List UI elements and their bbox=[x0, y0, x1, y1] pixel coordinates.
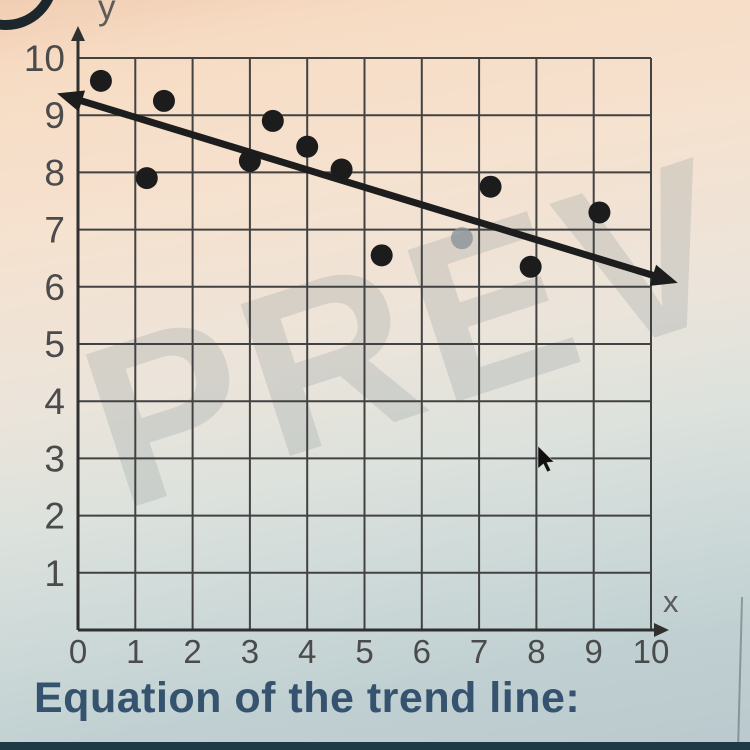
caption-equation-of-trend-line: Equation of the trend line: bbox=[34, 674, 581, 722]
svg-text:9: 9 bbox=[44, 95, 65, 136]
axis-letters: yx bbox=[98, 0, 679, 619]
svg-text:x: x bbox=[663, 584, 679, 619]
data-point bbox=[89, 69, 112, 92]
svg-text:1: 1 bbox=[126, 633, 144, 670]
svg-text:6: 6 bbox=[413, 633, 431, 670]
svg-text:8: 8 bbox=[527, 633, 545, 670]
svg-text:3: 3 bbox=[241, 633, 259, 670]
svg-text:7: 7 bbox=[470, 633, 488, 670]
svg-text:2: 2 bbox=[183, 633, 201, 670]
mouse-cursor-icon bbox=[537, 445, 555, 473]
axes bbox=[71, 26, 669, 637]
data-point bbox=[588, 201, 611, 224]
bottom-screen-bar bbox=[0, 742, 750, 750]
svg-text:10: 10 bbox=[24, 38, 65, 79]
data-point bbox=[519, 255, 542, 278]
data-point bbox=[330, 158, 353, 181]
svg-text:3: 3 bbox=[44, 438, 65, 479]
data-point bbox=[261, 109, 284, 132]
svg-text:8: 8 bbox=[44, 152, 65, 193]
svg-text:2: 2 bbox=[44, 496, 65, 537]
svg-text:5: 5 bbox=[44, 324, 65, 365]
svg-text:5: 5 bbox=[355, 633, 373, 670]
grid-lines bbox=[78, 57, 652, 630]
data-point bbox=[370, 244, 393, 267]
data-point bbox=[135, 167, 158, 190]
svg-text:9: 9 bbox=[585, 633, 603, 670]
data-point bbox=[450, 227, 473, 250]
data-point bbox=[479, 175, 502, 198]
svg-text:y: y bbox=[98, 0, 116, 27]
data-point bbox=[296, 135, 319, 158]
svg-text:0: 0 bbox=[69, 633, 87, 670]
svg-text:4: 4 bbox=[44, 381, 65, 422]
svg-text:7: 7 bbox=[44, 210, 65, 251]
data-point bbox=[152, 89, 175, 112]
data-point bbox=[238, 149, 261, 172]
trend-line bbox=[56, 90, 678, 286]
svg-text:1: 1 bbox=[44, 553, 65, 594]
data-points bbox=[89, 69, 611, 278]
svg-text:4: 4 bbox=[298, 633, 316, 670]
tick-labels: 0 1 2 3 4 5 6 7 8 9 10 1 2 3 4 5 6 7 8 9 10 bbox=[24, 38, 670, 670]
svg-text:10: 10 bbox=[633, 633, 670, 670]
svg-text:6: 6 bbox=[44, 267, 65, 308]
